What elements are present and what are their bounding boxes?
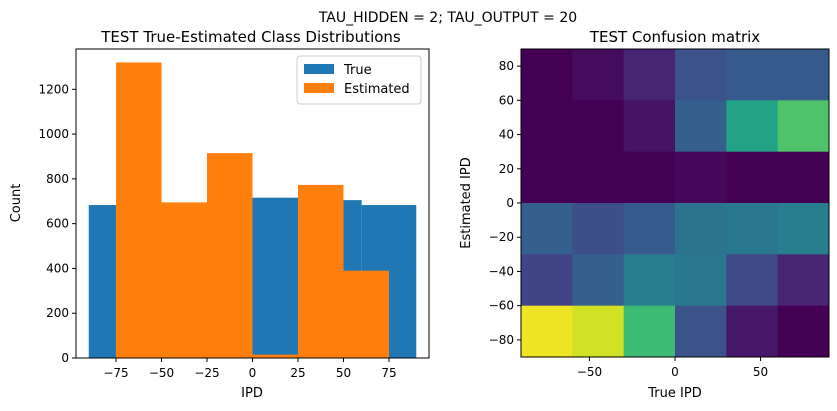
cm-cell-r0-c5 [777,49,830,101]
histogram-y-label: Count [9,184,24,223]
cm-cell-r2-c3 [675,151,727,204]
cm-cell-r1-c3 [675,100,727,153]
cm-cell-r3-c2 [623,203,676,255]
histogram-x-ticks: −75 −50 −25 0 25 50 75 [103,358,397,380]
x-tick-label: 50 [753,365,768,379]
x-tick-label: 0 [249,366,257,380]
legend-label-true: True [343,63,372,78]
histogram-legend: True Estimated [296,55,422,105]
confusion-matrix-title: TEST Confusion matrix [589,28,760,46]
histogram-chart: TEST True-Estimated Class Distributions … [9,28,430,401]
y-tick-label: 40 [499,128,514,142]
confusion-matrix-chart: TEST Confusion matrix −50 0 50 −80 −60 −40 −2… [459,28,830,401]
y-tick-label: −40 [489,264,514,278]
x-tick-label: 25 [290,366,305,380]
cm-cell-r0-c0 [521,49,573,101]
legend-swatch-true [304,64,334,74]
y-tick-label: 1200 [38,82,69,96]
cm-cell-r2-c1 [572,151,625,204]
cm-cell-r5-c5 [777,305,830,358]
cm-cell-r0-c1 [572,49,625,101]
cm-cell-r3-c5 [777,203,830,255]
x-tick-label: 0 [671,365,679,379]
y-tick-label: 0 [61,351,69,365]
y-tick-label: 0 [506,196,514,210]
confusion-matrix-y-ticks: −80 −60 −40 −20 0 20 40 60 80 [489,59,521,347]
cm-cell-r0-c3 [675,49,727,101]
cm-cell-r4-c0 [521,254,573,307]
bar-true-1 [252,197,298,358]
x-tick-label: −50 [149,366,174,380]
cm-cell-r2-c0 [521,151,573,204]
bar-estimated-2 [207,153,253,358]
cm-cell-r4-c2 [623,254,676,307]
x-tick-label: −25 [194,366,219,380]
cm-cell-r3-c1 [572,203,625,255]
cm-cell-r4-c5 [777,254,830,307]
bar-estimated-3 [252,354,298,358]
cm-cell-r2-c4 [726,151,779,204]
y-tick-label: 400 [46,261,69,275]
cm-cell-r3-c4 [726,203,779,255]
cm-cell-r0-c2 [623,49,676,101]
cm-cell-r2-c5 [777,151,830,204]
cm-cell-r2-c2 [623,151,676,204]
y-tick-label: 20 [499,162,514,176]
bar-estimated-1 [161,202,208,358]
cm-cell-r1-c4 [726,100,779,153]
x-tick-label: −75 [103,366,128,380]
bar-estimated-5 [343,270,389,358]
bar-estimated-4 [297,184,344,358]
bar-estimated-0 [116,62,162,358]
x-tick-label: 50 [336,366,351,380]
y-tick-label: −60 [489,299,514,313]
y-tick-label: 1000 [38,127,69,141]
cm-cell-r5-c0 [521,305,573,358]
legend-swatch-estimated [304,83,334,93]
confusion-matrix-cells [521,49,830,358]
confusion-matrix-x-ticks: −50 0 50 [577,357,768,379]
cm-cell-r5-c2 [623,305,676,358]
y-tick-label: −20 [489,230,514,244]
y-tick-label: −80 [489,333,514,347]
y-tick-label: 60 [499,93,514,107]
cm-cell-r4-c4 [726,254,779,307]
y-tick-label: 600 [46,217,69,231]
y-tick-label: 800 [46,172,69,186]
confusion-matrix-x-label: True IPD [647,386,701,401]
cm-cell-r1-c2 [623,100,676,153]
histogram-title: TEST True-Estimated Class Distributions [100,28,401,46]
histogram-x-label: IPD [241,386,263,401]
bar-true-0 [88,205,117,358]
cm-cell-r3-c3 [675,203,727,255]
x-tick-label: −50 [577,365,602,379]
cm-cell-r4-c1 [572,254,625,307]
cm-cell-r5-c4 [726,305,779,358]
histogram-bars [88,62,417,358]
x-tick-label: 75 [381,366,396,380]
histogram-y-ticks: 0 200 400 600 800 1000 1200 [38,82,76,365]
cm-cell-r5-c3 [675,305,727,358]
cm-cell-r4-c3 [675,254,727,307]
cm-cell-r3-c0 [521,203,573,255]
confusion-matrix-y-label: Estimated IPD [459,157,474,249]
cm-cell-r0-c4 [726,49,779,101]
legend-label-estimated: Estimated [344,82,410,97]
y-tick-label: 200 [46,306,69,320]
y-tick-label: 80 [499,59,514,73]
cm-cell-r1-c5 [777,100,830,153]
cm-cell-r1-c0 [521,100,573,153]
cm-cell-r5-c1 [572,305,625,358]
cm-cell-r1-c1 [572,100,625,153]
figure-suptitle: TAU_HIDDEN = 2; TAU_OUTPUT = 20 [318,10,577,26]
